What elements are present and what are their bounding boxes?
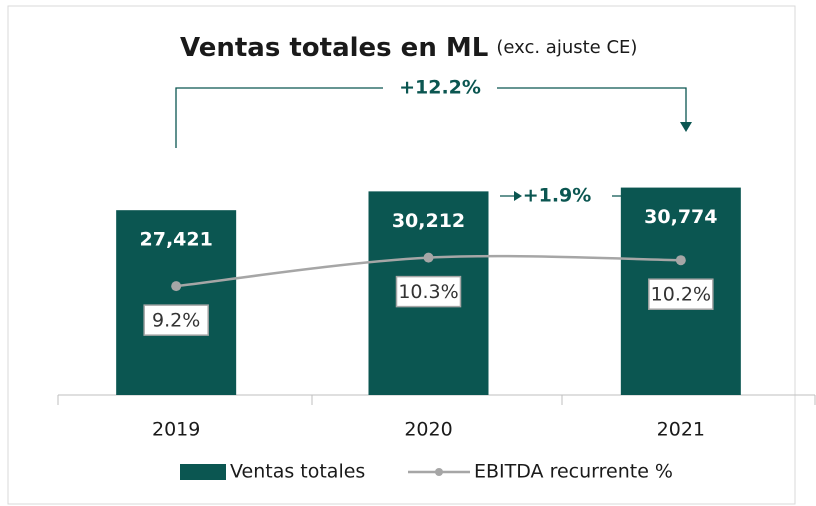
- value-label-box: [143, 304, 209, 336]
- growth-annotation: +1.9%: [500, 185, 630, 207]
- chart-frame: [7, 5, 796, 505]
- x-tick-label: 2020: [404, 419, 452, 441]
- bar-value-label: 30,212: [392, 210, 465, 232]
- line-value-label: 9.2%: [152, 310, 200, 332]
- arrow-head: [680, 122, 692, 132]
- value-label-box: [395, 275, 462, 308]
- subtitle: (exc. ajuste CE): [496, 37, 637, 58]
- title: Ventas totales en ML: [180, 33, 488, 63]
- annotation: +1.9%: [523, 185, 592, 207]
- line-value-label: 10.3%: [398, 281, 458, 303]
- growth-annotation: +12.2%: [175, 77, 692, 148]
- legend-swatch: [435, 468, 443, 476]
- x-tick-label: 2021: [657, 419, 705, 441]
- annotation: +12.2%: [399, 77, 481, 99]
- chart-title: Ventas totales en ML (exc. ajuste CE): [180, 33, 637, 63]
- line-value-label: 10.2%: [651, 284, 711, 306]
- bar: [116, 210, 237, 395]
- legend-swatch: [180, 464, 226, 480]
- line-point: [675, 255, 686, 266]
- x-tick-label: 2019: [152, 419, 200, 441]
- bar-value-label: 30,774: [644, 206, 717, 228]
- bar-value-label: 27,421: [140, 229, 213, 251]
- value-label-box: [648, 278, 714, 310]
- legend-label: EBITDA recurrente %: [474, 461, 673, 483]
- legend-label: Ventas totales: [230, 461, 365, 483]
- line-point: [423, 252, 434, 263]
- x-axis: [57, 394, 816, 405]
- bracket: [175, 87, 687, 148]
- line-point: [171, 281, 182, 292]
